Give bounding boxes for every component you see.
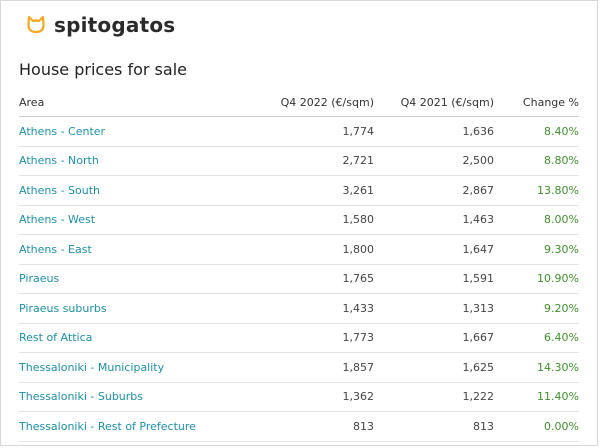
- column-header-q4-2021: Q4 2021 (€/sqm): [374, 88, 494, 117]
- price-q4-2021: 1,313: [374, 293, 494, 324]
- price-q4-2022: 1,773: [249, 323, 374, 353]
- price-q4-2022: 1,362: [249, 382, 374, 412]
- price-q4-2022: 1,774: [249, 116, 374, 147]
- change-percent: 10.90%: [494, 264, 579, 294]
- table-row: Athens - North 2,721 2,500 8.80%: [19, 146, 579, 176]
- table-row: Piraeus suburbs 1,433 1,313 9.20%: [19, 293, 579, 324]
- price-q4-2022: 813: [249, 411, 374, 442]
- table-row: Athens - West 1,580 1,463 8.00%: [19, 205, 579, 235]
- area-link[interactable]: Thessaloniki - Rest of Prefecture: [19, 411, 249, 442]
- change-percent: 8.00%: [494, 205, 579, 235]
- change-percent: 9.20%: [494, 293, 579, 324]
- change-percent: 8.40%: [494, 116, 579, 147]
- price-q4-2022: 1,580: [249, 205, 374, 235]
- brand-logo[interactable]: spitogatos: [26, 12, 175, 38]
- price-q4-2021: 1,647: [374, 234, 494, 265]
- area-link[interactable]: Thessaloniki - Suburbs: [19, 382, 249, 412]
- price-q4-2021: 2,500: [374, 146, 494, 176]
- page-title: House prices for sale: [19, 60, 187, 79]
- area-link[interactable]: Piraeus suburbs: [19, 293, 249, 324]
- cat-icon: [27, 15, 45, 34]
- price-q4-2022: 1,765: [249, 264, 374, 294]
- brand-name: spitogatos: [54, 13, 176, 37]
- area-link[interactable]: Athens - South: [19, 175, 249, 206]
- table-row: Piraeus 1,765 1,591 10.90%: [19, 264, 579, 294]
- price-q4-2021: 2,867: [374, 175, 494, 206]
- price-q4-2022: 1,857: [249, 352, 374, 383]
- table-row: Athens - East 1,800 1,647 9.30%: [19, 234, 579, 265]
- change-percent: 11.40%: [494, 382, 579, 412]
- area-link[interactable]: Athens - East: [19, 234, 249, 265]
- area-link[interactable]: Athens - West: [19, 205, 249, 235]
- price-q4-2021: 1,463: [374, 205, 494, 235]
- price-q4-2022: 2,721: [249, 146, 374, 176]
- price-q4-2022: 1,800: [249, 234, 374, 265]
- change-percent: 9.30%: [494, 234, 579, 265]
- column-header-change: Change %: [494, 88, 579, 117]
- table-header-row: Area Q4 2022 (€/sqm) Q4 2021 (€/sqm) Cha…: [19, 88, 579, 117]
- price-q4-2021: 1,222: [374, 382, 494, 412]
- table-row: Athens - South 3,261 2,867 13.80%: [19, 175, 579, 206]
- price-q4-2021: 813: [374, 411, 494, 442]
- price-q4-2022: 1,433: [249, 293, 374, 324]
- area-link[interactable]: Piraeus: [19, 264, 249, 294]
- table-row: Thessaloniki - Rest of Prefecture 813 813 0…: [19, 411, 579, 442]
- price-q4-2021: 1,667: [374, 323, 494, 353]
- table-row: Thessaloniki - Municipality 1,857 1,625 14.…: [19, 352, 579, 383]
- area-link[interactable]: Thessaloniki - Municipality: [19, 352, 249, 383]
- price-q4-2021: 1,625: [374, 352, 494, 383]
- change-percent: 8.80%: [494, 146, 579, 176]
- change-percent: 13.80%: [494, 175, 579, 206]
- area-link[interactable]: Athens - Center: [19, 116, 249, 147]
- change-percent: 0.00%: [494, 411, 579, 442]
- area-link[interactable]: Athens - North: [19, 146, 249, 176]
- table-row: Thessaloniki - Suburbs 1,362 1,222 11.40%: [19, 382, 579, 412]
- change-percent: 14.30%: [494, 352, 579, 383]
- table-row: Athens - Center 1,774 1,636 8.40%: [19, 116, 579, 147]
- price-table: Area Q4 2022 (€/sqm) Q4 2021 (€/sqm) Cha…: [19, 88, 579, 442]
- column-header-area: Area: [19, 88, 249, 117]
- table-row: Rest of Attica 1,773 1,667 6.40%: [19, 323, 579, 353]
- column-header-q4-2022: Q4 2022 (€/sqm): [249, 88, 374, 117]
- price-q4-2021: 1,591: [374, 264, 494, 294]
- price-q4-2021: 1,636: [374, 116, 494, 147]
- change-percent: 6.40%: [494, 323, 579, 353]
- price-q4-2022: 3,261: [249, 175, 374, 206]
- area-link[interactable]: Rest of Attica: [19, 323, 249, 353]
